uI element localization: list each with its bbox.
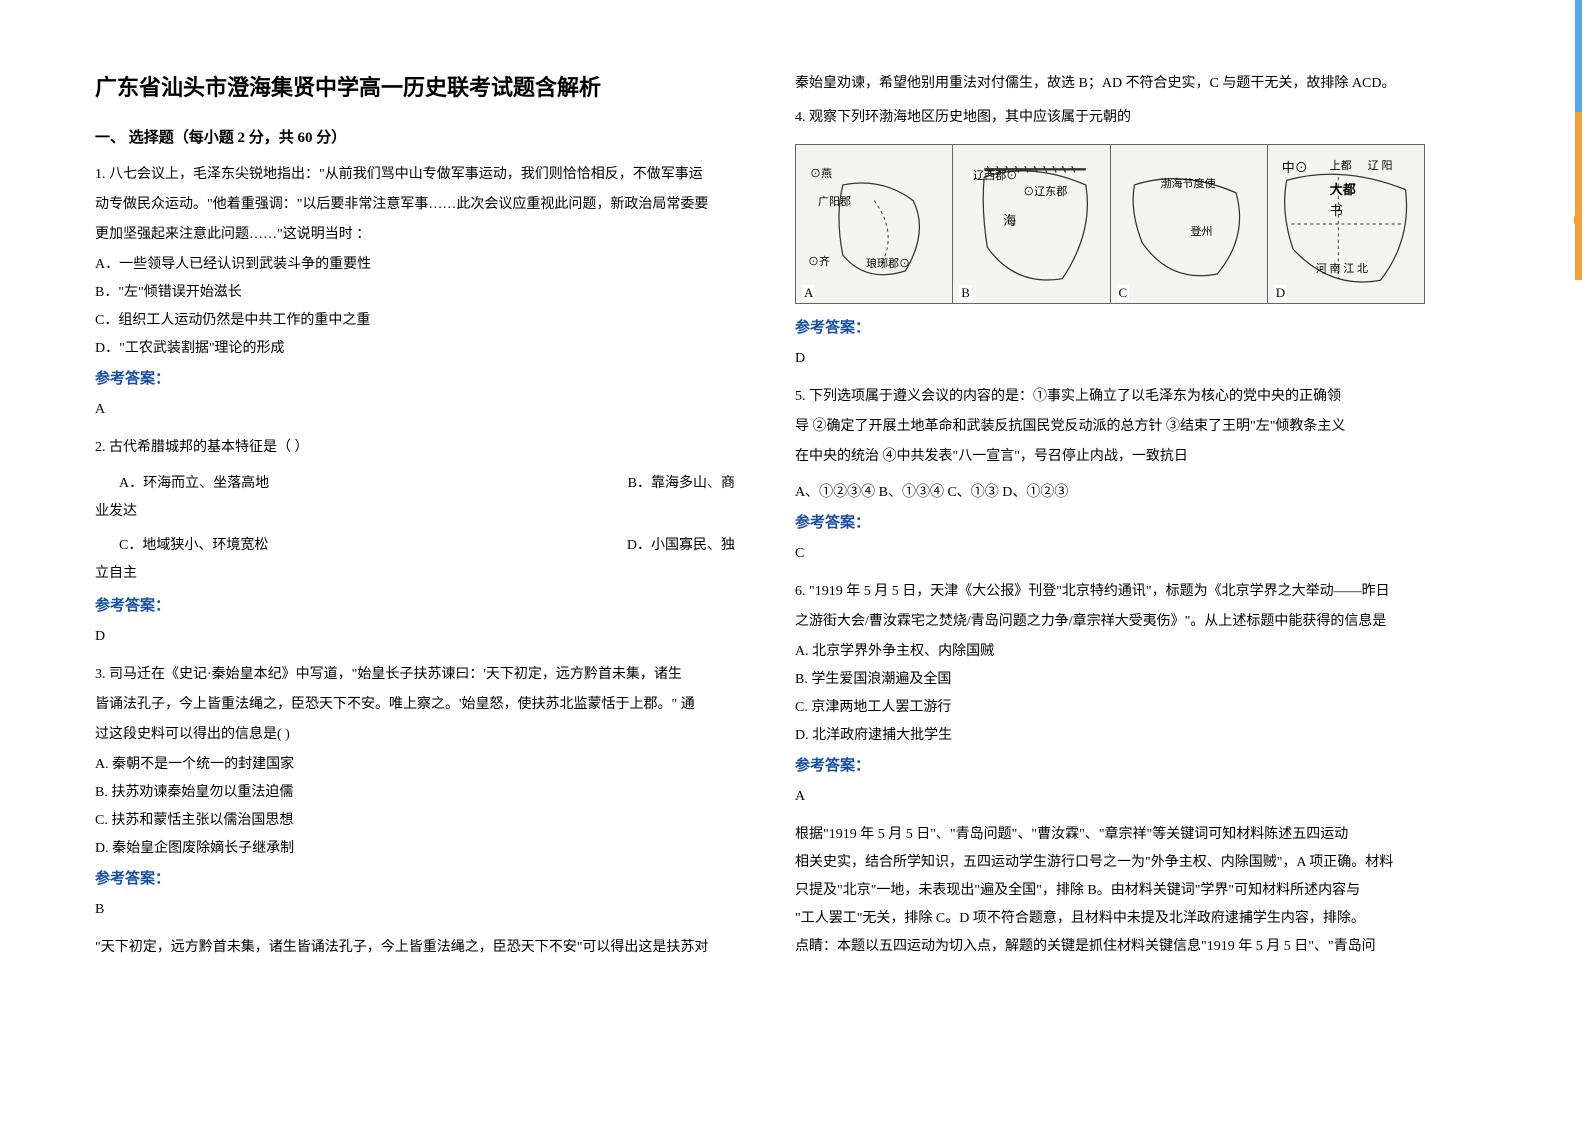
q2-option-c: C．地域狭小、环境宽松	[119, 532, 268, 560]
q1-answer: A	[95, 396, 735, 424]
map-d-t2: 上都	[1330, 157, 1352, 173]
q2-option-a: A．环海而立、坐落高地	[119, 470, 269, 498]
edge-indicator-blue	[1575, 0, 1582, 112]
left-column: 广东省汕头市澄海集贤中学高一历史联考试题含解析 一、 选择题（每小题 2 分，共…	[95, 70, 735, 1092]
q2-option-d: D．小国寡民、独	[627, 532, 735, 560]
q4-label-d: D	[1274, 285, 1287, 301]
q2-stem: 2. 古代希腊城邦的基本特征是（ ）	[95, 434, 735, 462]
q4-ref-label: 参考答案：	[795, 316, 1435, 337]
q3-stem-line2: 皆诵法孔子，今上皆重法绳之，臣恐天下不安。唯上察之。'始皇怒，使扶苏北监蒙恬于上…	[95, 691, 735, 719]
map-d-t1: 中⊙	[1282, 157, 1308, 176]
map-d-t4: 大都	[1330, 179, 1356, 198]
q1-option-c: C．组织工人运动仍然是中共工作的重中之重	[95, 307, 735, 335]
q4-label-b: B	[959, 285, 972, 301]
q3-option-a: A. 秦朝不是一个统一的封建国家	[95, 751, 735, 779]
q4-map-b: 辽西郡⊙ ⊙辽东郡 海 B	[953, 145, 1110, 303]
q6-stem-line2: 之游街大会/曹汝霖宅之焚烧/青岛问题之力争/章宗祥大受夷伤》"。从上述标题中能获…	[795, 608, 1435, 636]
q6-answer: A	[795, 783, 1435, 811]
edge-indicator	[1575, 0, 1582, 1122]
map-a-t3: ⊙齐	[808, 253, 830, 269]
map-b-sea-icon: 海	[1003, 210, 1016, 229]
q3-explain: "天下初定，远方黔首未集，诸生皆诵法孔子，今上皆重法绳之，臣恐天下不安"可以得出…	[95, 934, 735, 962]
q2-row-cd-tail: 立自主	[95, 560, 735, 588]
q6-option-a: A. 北京学界外争主权、内除国贼	[795, 638, 1435, 666]
q2-row-ab: A．环海而立、坐落高地 B．靠海多山、商	[95, 470, 735, 498]
edge-arrow-icon	[1571, 213, 1585, 227]
page-title: 广东省汕头市澄海集贤中学高一历史联考试题含解析	[95, 70, 735, 102]
q4-label-a: A	[802, 285, 815, 301]
q6-option-c: C. 京津两地工人罢工游行	[795, 694, 1435, 722]
q1-stem-line1: 1. 八七会议上，毛泽东尖锐地指出："从前我们骂中山专做军事运动，我们则恰恰相反…	[95, 161, 735, 189]
edge-indicator-orange	[1575, 112, 1582, 280]
map-a-t2: 广阳郡	[818, 193, 851, 209]
q6-e1: 根据"1919 年 5 月 5 日"、"青岛问题"、"曹汝霖"、"章宗祥"等关键…	[795, 821, 1435, 849]
map-b-t2: ⊙辽东郡	[1023, 183, 1067, 199]
map-d-t5: 书	[1330, 200, 1343, 219]
q2-ref-label: 参考答案：	[95, 594, 735, 615]
q3-ref-label: 参考答案：	[95, 867, 735, 888]
map-d-t6: 河 南 江 北	[1316, 260, 1368, 276]
map-c-t2: 登州	[1191, 223, 1213, 239]
q5-ref-label: 参考答案：	[795, 511, 1435, 532]
map-a-t1: ⊙燕	[810, 165, 832, 181]
q5-stem-line3: 在中央的统治 ④中共发表"八一宣言"，号召停止内战，一致抗日	[795, 443, 1435, 471]
q2-option-b: B．靠海多山、商	[628, 470, 735, 498]
q4-map-a: ⊙燕 广阳郡 ⊙齐 琅琊郡⊙ A	[796, 145, 953, 303]
q2-row-cd: C．地域狭小、环境宽松 D．小国寡民、独	[95, 532, 735, 560]
q6-option-b: B. 学生爱国浪潮遍及全国	[795, 666, 1435, 694]
q6-e5: 点睛：本题以五四运动为切入点，解题的关键是抓住材料关键信息"1919 年 5 月…	[795, 933, 1435, 961]
section-header: 一、 选择题（每小题 2 分，共 60 分）	[95, 126, 735, 147]
q1-option-a: A．一些领导人已经认识到武装斗争的重要性	[95, 251, 735, 279]
q4-map-d: 中⊙ 上都 辽 阳 大都 书 河 南 江 北 D	[1268, 145, 1424, 303]
q5-answer: C	[795, 540, 1435, 568]
map-c-svg	[1111, 145, 1267, 303]
q4-stem: 4. 观察下列环渤海地区历史地图，其中应该属于元朝的	[795, 104, 1435, 132]
q6-e3: 只提及"北京"一地，未表现出"遍及全国"，排除 B。由材料关键词"学界"可知材料…	[795, 877, 1435, 905]
q6-stem-line1: 6. "1919 年 5 月 5 日，天津《大公报》刊登"北京特约通讯"，标题为…	[795, 578, 1435, 606]
q6-e4: "工人罢工"无关，排除 C。D 项不符合题意，且材料中未提及北洋政府逮捕学生内容…	[795, 905, 1435, 933]
q3-option-d: D. 秦始皇企图废除嫡长子继承制	[95, 835, 735, 863]
q5-stem-line1: 5. 下列选项属于遵义会议的内容的是：①事实上确立了以毛泽东为核心的党中央的正确…	[795, 383, 1435, 411]
q3-answer: B	[95, 896, 735, 924]
q4-map-grid: ⊙燕 广阳郡 ⊙齐 琅琊郡⊙ A 辽西郡⊙ ⊙辽东郡 海 B 渤海节度使 登州 …	[795, 144, 1425, 304]
q4-map-c: 渤海节度使 登州 C	[1111, 145, 1268, 303]
q3-stem-line1: 3. 司马迁在《史记·秦始皇本纪》中写道，"始皇长子扶苏谏曰：'天下初定，远方黔…	[95, 661, 735, 689]
q2-row-ab-tail: 业发达	[95, 498, 735, 526]
q4-answer: D	[795, 345, 1435, 373]
q6-e2: 相关史实，结合所学知识，五四运动学生游行口号之一为"外争主权、内除国贼"，A 项…	[795, 849, 1435, 877]
right-column: 秦始皇劝谏，希望他别用重法对付儒生，故选 B；AD 不符合史实，C 与题干无关，…	[795, 70, 1435, 1092]
q3-option-b: B. 扶苏劝谏秦始皇勿以重法迫儒	[95, 779, 735, 807]
q6-option-d: D. 北洋政府逮捕大批学生	[795, 722, 1435, 750]
q3-explain-cont: 秦始皇劝谏，希望他别用重法对付儒生，故选 B；AD 不符合史实，C 与题干无关，…	[795, 70, 1435, 98]
q5-options: A、①②③④ B、①③④ C、①③ D、①②③	[795, 479, 1435, 507]
q1-option-b: B．"左"倾错误开始滋长	[95, 279, 735, 307]
map-c-t1: 渤海节度使	[1161, 175, 1216, 191]
q1-ref-label: 参考答案：	[95, 367, 735, 388]
map-a-t4: 琅琊郡⊙	[866, 255, 910, 271]
map-b-t1: 辽西郡⊙	[973, 167, 1017, 183]
q3-option-c: C. 扶苏和蒙恬主张以儒治国思想	[95, 807, 735, 835]
q1-option-d: D．"工农武装割据"理论的形成	[95, 335, 735, 363]
map-d-t3: 辽 阳	[1368, 157, 1393, 173]
q6-ref-label: 参考答案：	[795, 754, 1435, 775]
q5-stem-line2: 导 ②确定了开展土地革命和武装反抗国民党反动派的总方针 ③结束了王明"左"倾教条…	[795, 413, 1435, 441]
q1-stem-line2: 动专做民众运动。"他着重强调："以后要非常注意军事……此次会议应重视此问题，新政…	[95, 191, 735, 219]
q4-label-c: C	[1117, 285, 1130, 301]
q2-answer: D	[95, 623, 735, 651]
q3-stem-line3: 过这段史料可以得出的信息是( )	[95, 721, 735, 749]
q1-stem-line3: 更加坚强起来注意此问题……"这说明当时 ：	[95, 221, 735, 249]
